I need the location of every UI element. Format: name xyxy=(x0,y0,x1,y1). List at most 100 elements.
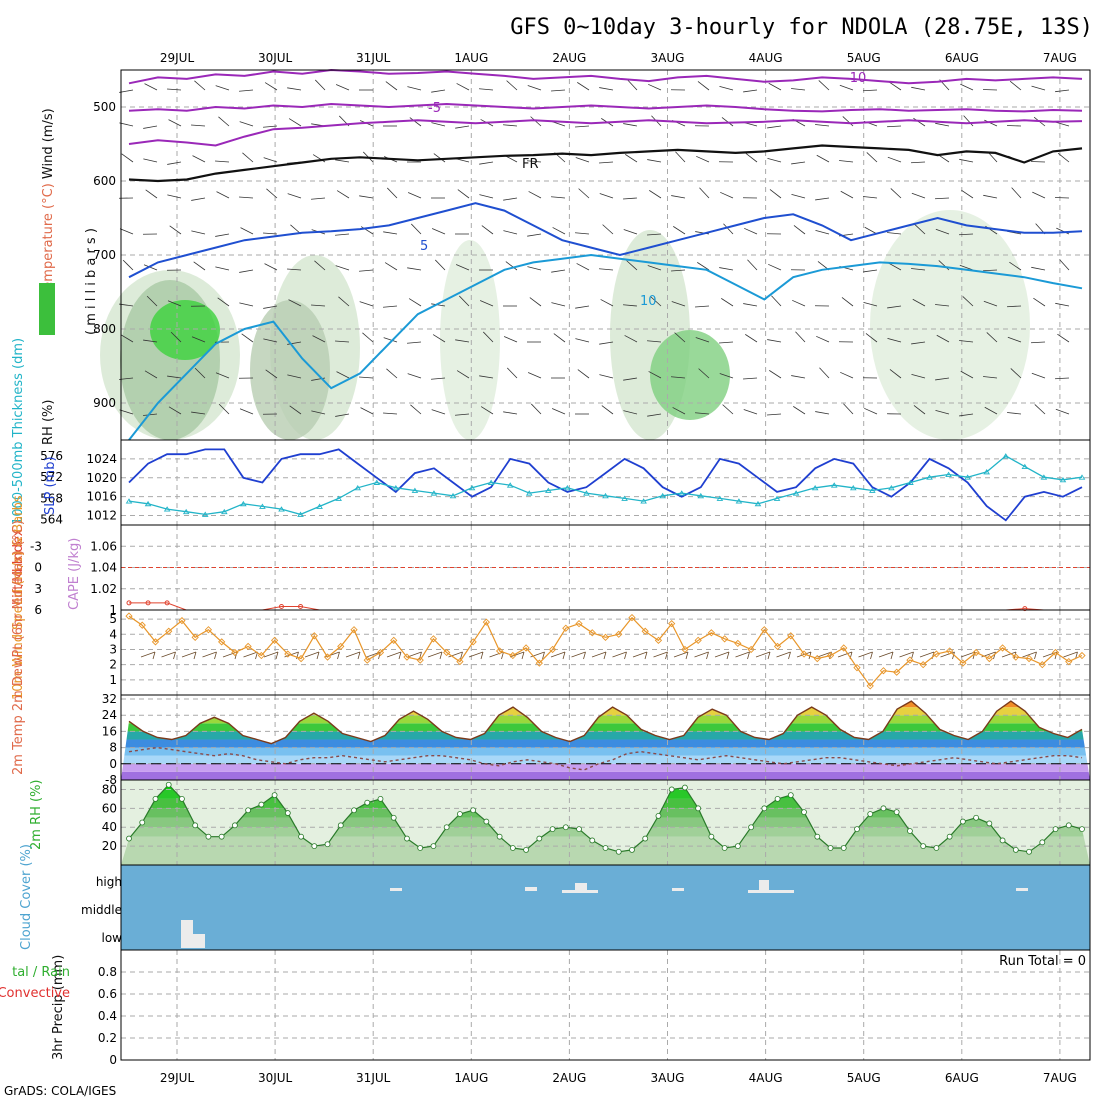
rh2m-point xyxy=(165,781,172,788)
wind-barb xyxy=(982,269,998,272)
rh2m-point xyxy=(682,784,688,791)
wind10m-barb-flag xyxy=(296,651,299,660)
cape-tick-label: 1.06 xyxy=(90,539,117,553)
wind-barb xyxy=(816,335,830,343)
wind-barb xyxy=(239,196,254,199)
wind-barb xyxy=(338,296,350,307)
wind10m-barb xyxy=(202,651,217,658)
wind10m-point xyxy=(297,654,305,663)
wind-barb xyxy=(792,299,806,307)
wind-barb xyxy=(143,264,158,271)
wind10m-barb-flag xyxy=(890,651,894,660)
rh2m-point xyxy=(774,795,781,802)
wind-barb xyxy=(863,196,878,199)
pressure-tick-label: 800 xyxy=(93,322,116,336)
rh2m-point xyxy=(205,833,212,840)
wind10m-point xyxy=(363,656,371,664)
wind-barb xyxy=(793,406,806,415)
wind10m-point xyxy=(972,648,980,657)
wind-barb xyxy=(143,158,158,163)
rh2m-point xyxy=(311,843,318,850)
precip-panel: 0 0.2 0.4 0.6 0.8 Run Total = 0 3hr Precip (… xyxy=(0,949,1091,1067)
rh2m-point xyxy=(139,819,146,826)
wind-barb xyxy=(695,337,710,343)
wind-barb xyxy=(359,195,374,199)
wind-barb xyxy=(215,160,230,163)
date-label-bottom: 30JUL xyxy=(258,1071,293,1085)
precip-tick-label: 0.8 xyxy=(98,965,117,979)
rh2m-point xyxy=(695,805,702,812)
wind10m-point xyxy=(668,620,676,628)
wind-barb xyxy=(167,300,182,307)
rh2m-point xyxy=(562,824,569,831)
wind-barb xyxy=(934,197,950,200)
wind10m-point xyxy=(694,636,702,644)
thickness-point xyxy=(602,492,609,499)
wind10m-point xyxy=(323,653,332,661)
wind-barb xyxy=(818,80,830,91)
wind10m-barb-flag xyxy=(173,651,176,660)
wind-barb xyxy=(217,297,230,307)
wind-barb xyxy=(647,340,662,343)
wind10m-point xyxy=(178,616,186,625)
thickness-tick-label: 568 xyxy=(40,491,63,505)
wind-barb xyxy=(503,411,518,415)
wind-barb xyxy=(434,259,446,271)
wind-barb xyxy=(119,122,134,127)
wind-barb xyxy=(697,262,710,271)
wind-barb xyxy=(215,266,230,271)
wind-barb xyxy=(479,375,494,379)
wind10m-barb-flag xyxy=(275,651,279,660)
thickness-point xyxy=(297,511,304,517)
wind10m-tick-label: 4 xyxy=(109,627,117,641)
wind-barb xyxy=(649,190,662,199)
wind-barb xyxy=(866,152,878,163)
temp2m-band xyxy=(121,763,1090,772)
cloud-block xyxy=(672,888,684,891)
wind-barb xyxy=(648,371,662,379)
ylabel-cape: CAPE (J/kg) xyxy=(67,538,82,610)
rh2m-point xyxy=(152,795,159,802)
wind10m-barb xyxy=(263,651,279,658)
wind-barb xyxy=(288,299,302,307)
wind-barb xyxy=(263,338,278,343)
wind10m-barb-flag xyxy=(767,651,771,660)
wind10m-point xyxy=(628,613,636,622)
temp2m-axis: -8 0 8 16 24 32 xyxy=(102,692,117,787)
wind-barb xyxy=(239,269,254,273)
thickness-slp-axis: 564 568 572 576 1012 1016 1020 1024 xyxy=(40,449,117,527)
rh2m-point xyxy=(734,843,741,850)
cape-tick-label: 1.02 xyxy=(90,582,117,596)
wind-barb xyxy=(407,86,422,91)
wind-barb xyxy=(241,333,254,343)
cloud-level-label: high xyxy=(96,875,122,889)
wind-barb xyxy=(698,368,710,379)
thickness-slp-lines xyxy=(125,448,1086,522)
wind-barb xyxy=(215,372,230,379)
date-label-top: 30JUL xyxy=(258,51,293,65)
wind-barb xyxy=(575,232,590,235)
wind10m-point xyxy=(535,659,543,667)
wind-barb xyxy=(935,409,950,415)
wind-barb xyxy=(815,229,830,235)
wind-barb xyxy=(143,339,158,343)
thickness-line xyxy=(128,455,1083,516)
wind-barb xyxy=(575,305,590,309)
wind-barb xyxy=(239,302,254,307)
rh2m-point xyxy=(708,833,715,840)
wind-barb xyxy=(1006,305,1022,308)
wind-barb xyxy=(575,125,590,128)
wind10m-axis: 12 345 xyxy=(109,612,117,687)
wind-barb xyxy=(218,403,230,415)
wind10m-point xyxy=(1012,653,1020,661)
wind-barb xyxy=(1031,266,1046,271)
rh2m-point xyxy=(443,824,450,831)
cloud-block xyxy=(193,934,205,948)
rh2m-point xyxy=(748,824,754,831)
wind10m-point xyxy=(390,636,398,644)
rh2m-tick-label: 60 xyxy=(102,801,117,815)
temp2m-band xyxy=(121,731,1090,740)
wind-barb xyxy=(1031,372,1046,379)
wind-barb xyxy=(791,88,806,91)
